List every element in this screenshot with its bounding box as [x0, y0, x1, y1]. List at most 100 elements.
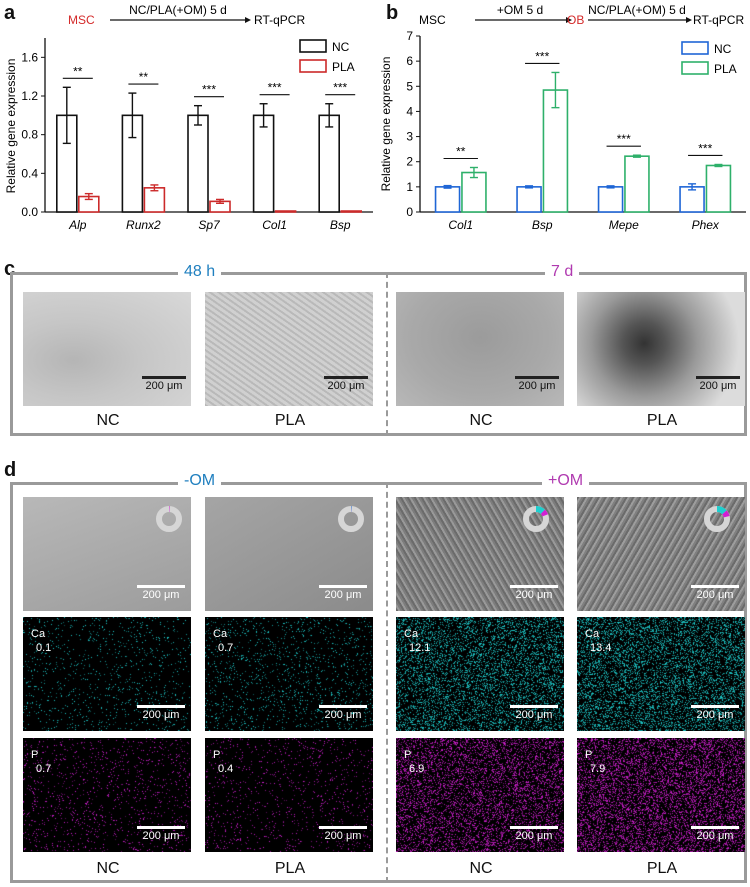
category-label: Alp [68, 218, 87, 232]
significance-label: *** [333, 81, 347, 95]
bar-pla [274, 210, 297, 213]
y-tick-label: 4 [406, 104, 413, 118]
ca-value: 12.1 [409, 642, 431, 654]
ca-value: 0.7 [218, 642, 234, 654]
scalebar-d3: 200 μm [508, 585, 560, 601]
bar-pla [143, 187, 166, 213]
ca-label: Ca [585, 628, 600, 640]
caption-d4: PLA [646, 860, 678, 877]
significance-label: ** [456, 144, 466, 158]
p-map-d1: P 0.7 200 μm [23, 738, 191, 852]
ca-map-d2: Ca 0.7 200 μm [205, 617, 373, 731]
sem-image-d-pla-plus-om: 200 μm [577, 497, 745, 611]
category-label: Mepe [609, 218, 639, 232]
eds-speckle [205, 617, 373, 731]
scheme-b-end: RT-qPCR [693, 13, 744, 27]
significance-label: *** [535, 49, 549, 63]
donut-p-slice [156, 506, 182, 532]
bar-pla [624, 155, 650, 213]
bar-nc [597, 186, 624, 213]
composition-donut-2 [338, 506, 364, 532]
eds-speckle [23, 617, 191, 731]
y-tick-label: 1.2 [21, 89, 38, 103]
panel-b-chart: MSC +OM 5 d OB NC/PLA(+OM) 5 d RT-qPCR R… [379, 3, 746, 232]
category-label: Bsp [532, 218, 553, 232]
significance-label: *** [617, 132, 631, 146]
ca-label: Ca [404, 628, 419, 640]
donut-p-slice [704, 506, 730, 532]
eds-speckle [396, 617, 564, 731]
y-tick-label: 1.6 [21, 50, 38, 64]
scalebar-c4: 200 μm [695, 376, 741, 392]
significance-label: *** [268, 81, 282, 95]
scheme-a-start: MSC [68, 13, 95, 27]
donut-ca-slice [523, 506, 549, 532]
scalebar-d11: 200 μm [508, 826, 560, 842]
y-tick-label: 0 [406, 205, 413, 219]
category-label: Sp7 [198, 218, 221, 232]
ca-value: 13.4 [590, 642, 612, 654]
legend-swatch-pla [681, 61, 709, 75]
sem-image-c-pla-7d: 200 μm [577, 292, 745, 406]
scheme-a-arrow-label: NC/PLA(+OM) 5 d [129, 3, 227, 17]
bar-nc [516, 186, 542, 213]
scalebar-c2: 200 μm [323, 376, 369, 392]
panel-a-letter: a [4, 2, 16, 24]
bar-pla [340, 210, 363, 213]
donut-ca-slice [156, 506, 182, 532]
scalebar-d9: 200 μm [135, 826, 187, 842]
y-tick-label: 0.4 [21, 166, 38, 180]
sem-image-c-pla-48h: 200 μm [205, 292, 373, 406]
category-label: Col1 [262, 218, 287, 232]
bar-nc [187, 114, 209, 213]
y-axis-label-b: Relative gene expression [379, 57, 393, 192]
eds-speckle [577, 738, 745, 852]
p-value: 7.9 [590, 763, 606, 775]
caption-c1: NC [96, 412, 120, 429]
legend-swatch-nc [299, 39, 327, 53]
p-label: P [213, 749, 221, 761]
p-label: P [31, 749, 39, 761]
scalebar-d7: 200 μm [508, 705, 560, 721]
panel-d-group2-title: +OM [542, 472, 590, 490]
category-label: Runx2 [126, 218, 161, 232]
caption-d2: PLA [274, 860, 306, 877]
caption-c3: NC [469, 412, 493, 429]
y-tick-label: 5 [406, 79, 413, 93]
bar-nc [252, 114, 275, 213]
bar-pla [705, 164, 732, 213]
p-value: 0.4 [218, 763, 234, 775]
scheme-b-arrow1-label: +OM 5 d [497, 3, 543, 17]
significance-label: ** [73, 64, 83, 78]
panel-c-divider [386, 272, 388, 436]
sem-image-d-nc-plus-om: 200 μm [396, 497, 564, 611]
y-tick-label: 2 [406, 155, 413, 169]
ca-label: Ca [213, 628, 228, 640]
scalebar-d10: 200 μm [317, 826, 369, 842]
sem-image-c-nc-48h: 200 μm [23, 292, 191, 406]
scalebar-d6: 200 μm [317, 705, 369, 721]
p-label: P [585, 749, 593, 761]
scalebar-c1: 200 μm [141, 376, 187, 392]
panel-b-letter: b [386, 2, 399, 24]
caption-d1: NC [96, 860, 120, 877]
sem-image-d-pla-minus-om: 200 μm [205, 497, 373, 611]
p-value: 6.9 [409, 763, 425, 775]
eds-speckle [205, 738, 373, 852]
y-tick-label: 0.0 [21, 205, 38, 219]
eds-speckle [396, 738, 564, 852]
legend-swatch-pla [299, 59, 327, 73]
significance-label: ** [139, 70, 149, 84]
legend-swatch-nc [681, 41, 709, 55]
panel-d-frame [10, 482, 747, 883]
y-tick-label: 6 [406, 54, 413, 68]
donut-ca-slice [704, 506, 730, 532]
panel-c-group1-title: 48 h [178, 263, 222, 281]
composition-donut-4 [704, 506, 730, 532]
ca-map-d1: Ca 0.1 200 μm [23, 617, 191, 731]
panel-d-group1-title: -OM [178, 472, 222, 490]
category-label: Phex [692, 218, 720, 232]
ca-value: 0.1 [36, 642, 52, 654]
sem-image-d-nc-minus-om: 200 μm [23, 497, 191, 611]
caption-c4: PLA [646, 412, 678, 429]
